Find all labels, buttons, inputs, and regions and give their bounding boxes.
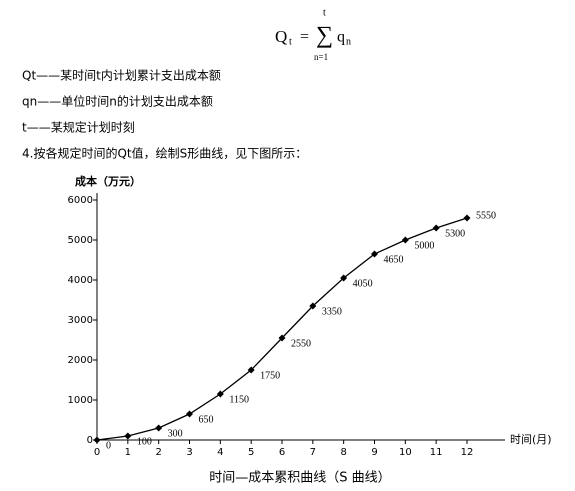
value-label: 100	[137, 436, 152, 447]
series-line	[96, 217, 468, 441]
y-tick-label: 2000	[68, 355, 93, 366]
x-tick-label: 0	[94, 447, 100, 458]
chart-caption: 时间—成本累积曲线（S 曲线）	[209, 471, 390, 486]
value-label: 4050	[353, 278, 373, 289]
point-marker	[340, 274, 348, 282]
y-tick-label: 3000	[68, 315, 93, 326]
x-tick-label: 10	[399, 447, 412, 458]
y-axis-label: 成本（万元）	[75, 174, 141, 188]
point-marker	[93, 436, 101, 444]
point-marker	[247, 366, 255, 374]
point-marker	[155, 424, 163, 432]
x-tick-label: 12	[461, 447, 474, 458]
formula-lower: n=1	[314, 52, 328, 62]
point-marker	[309, 302, 317, 310]
x-tick-label: 3	[186, 447, 192, 458]
point-marker	[216, 390, 224, 398]
y-tick-label: 6000	[68, 195, 93, 206]
point-marker	[186, 410, 193, 418]
point-marker	[124, 432, 132, 440]
y-tick-label: 4000	[68, 275, 93, 286]
x-tick-label: 6	[279, 447, 285, 458]
formula-lhs: Q	[275, 27, 287, 46]
point-marker	[278, 334, 286, 342]
y-tick-label: 5000	[68, 235, 93, 246]
point-marker	[432, 224, 440, 232]
x-tick-label: 8	[340, 447, 346, 458]
x-tick-label: 4	[217, 447, 223, 458]
value-label: 650	[199, 414, 214, 425]
x-tick-label: 2	[155, 447, 161, 458]
y-tick-label: 0	[87, 435, 93, 446]
text-line: Qt——某时间t内计划累计支出成本额	[22, 69, 221, 83]
value-label: 1150	[229, 394, 249, 405]
value-label: 1750	[260, 370, 280, 381]
value-label: 0	[106, 440, 111, 451]
text-line: qn——单位时间n的计划支出成本额	[22, 94, 213, 109]
value-label: 4650	[384, 254, 404, 265]
value-label: 5000	[414, 240, 434, 251]
x-axis-label: 时间(月)	[510, 433, 552, 446]
value-label: 5550	[476, 210, 496, 221]
point-marker	[371, 250, 378, 258]
x-tick-label: 1	[125, 447, 131, 458]
formula-lhs-sub: t	[289, 36, 292, 47]
formula-term: q	[337, 29, 345, 46]
x-tick-label: 7	[310, 447, 316, 458]
value-label: 2550	[291, 338, 311, 349]
formula-term-sub: n	[346, 36, 351, 47]
y-tick-label: 1000	[68, 395, 93, 406]
point-marker	[401, 236, 409, 244]
text-line: t——某规定计划时刻	[22, 120, 135, 135]
point-marker	[463, 214, 471, 222]
value-label: 3350	[322, 306, 342, 317]
x-tick-label: 5	[248, 447, 254, 458]
text-line: 4.按各规定时间的Qt值，绘制S形曲线，见下图所示：	[22, 146, 307, 161]
formula-sum: ∑	[316, 23, 333, 49]
formula-equals: =	[300, 29, 309, 46]
value-label: 300	[168, 428, 183, 439]
x-tick-label: 9	[371, 447, 377, 458]
formula-upper: t	[323, 7, 326, 18]
value-label: 5300	[445, 228, 465, 239]
x-tick-label: 11	[430, 447, 443, 458]
